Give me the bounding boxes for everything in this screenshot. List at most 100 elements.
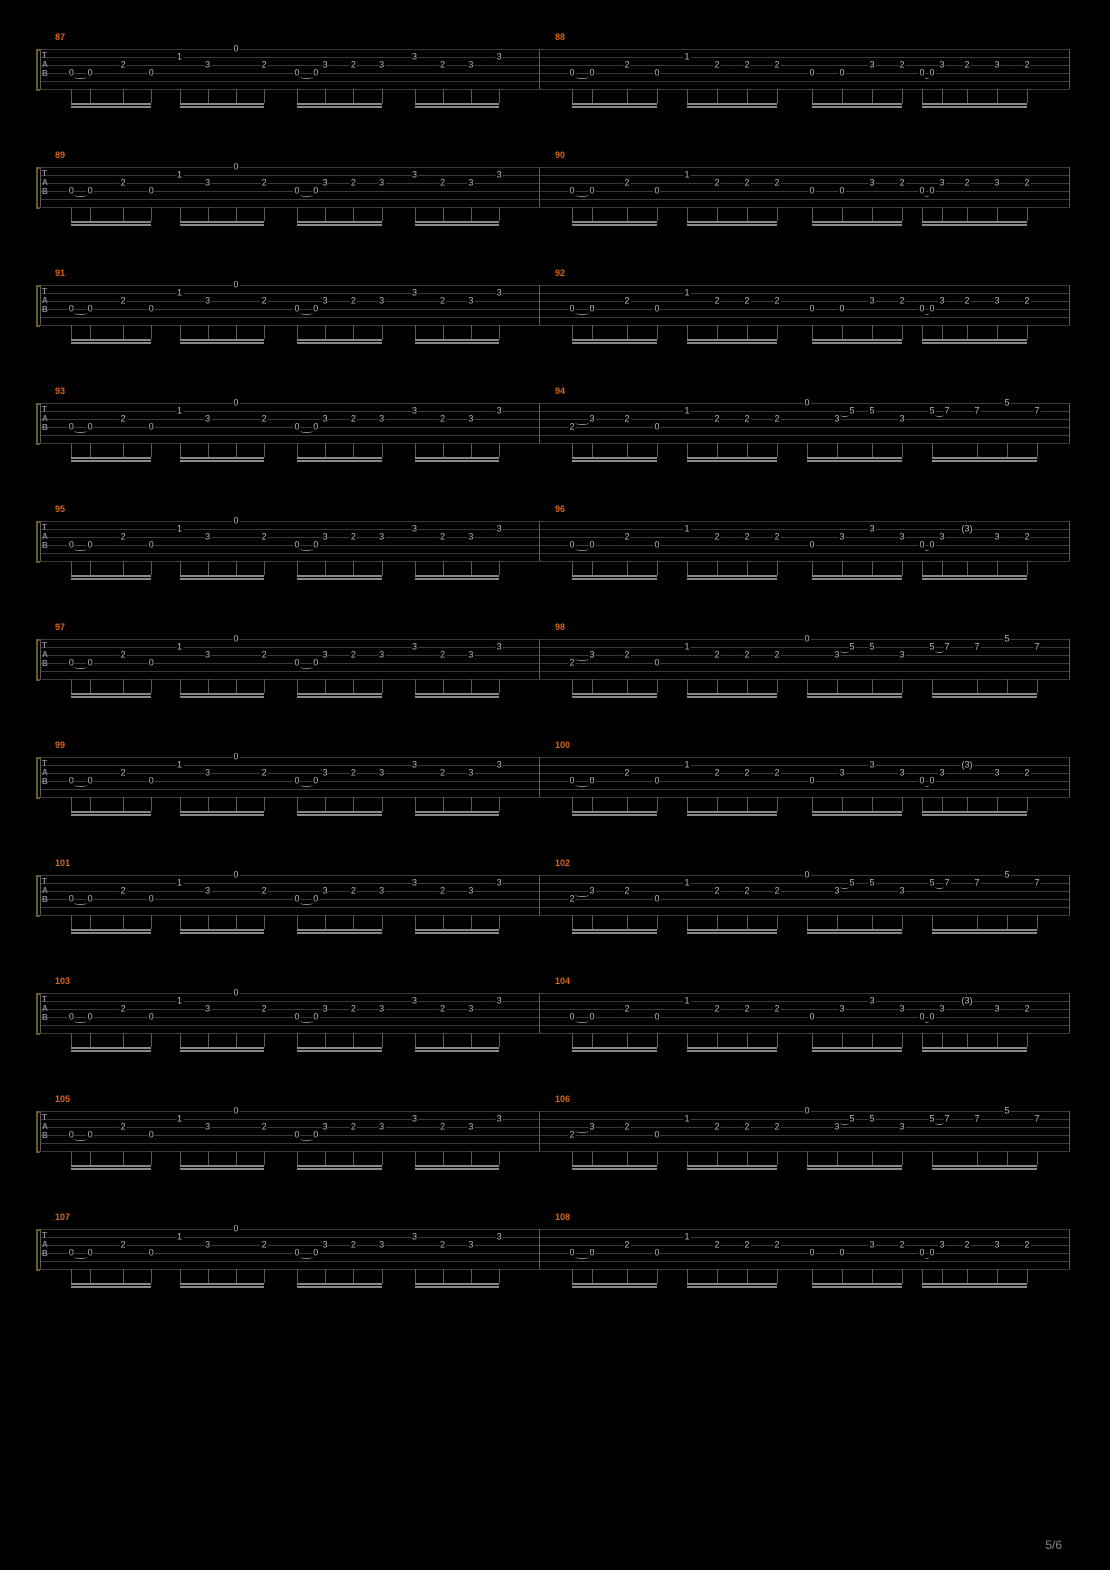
fret-number: 2 <box>773 61 780 70</box>
stem <box>471 1151 472 1165</box>
beam <box>297 696 382 698</box>
fret-number: 2 <box>120 651 127 660</box>
stem <box>264 561 265 575</box>
stem <box>123 325 124 339</box>
fret-number: 2 <box>743 1241 750 1250</box>
beam-layer <box>62 91 532 109</box>
stem <box>471 1269 472 1283</box>
fret-number: 3 <box>868 997 875 1006</box>
stem <box>687 207 688 221</box>
fret-number: 3 <box>467 415 474 424</box>
stem <box>657 1151 658 1165</box>
beam <box>687 1283 777 1285</box>
stem <box>236 915 237 929</box>
stem <box>264 325 265 339</box>
stem <box>443 915 444 929</box>
stem <box>1007 443 1008 457</box>
fret-number: 1 <box>683 1233 690 1242</box>
fret-number: 2 <box>439 61 446 70</box>
beam <box>180 696 265 698</box>
stem <box>415 1151 416 1165</box>
stem <box>151 561 152 575</box>
fret-number: 2 <box>261 769 268 778</box>
fret-number: 3 <box>467 1123 474 1132</box>
stem <box>499 325 500 339</box>
fret-number: 0 <box>928 187 935 196</box>
stem <box>657 1033 658 1047</box>
fret-number: 1 <box>683 53 690 62</box>
stem <box>967 207 968 221</box>
fret-number: 1 <box>683 407 690 416</box>
fret-number: 2 <box>261 297 268 306</box>
barline <box>1069 285 1070 325</box>
staff-row: 87TAB00201302003233233880020122200320032… <box>40 35 1070 105</box>
stem <box>90 89 91 103</box>
stem <box>922 207 923 221</box>
fret-number: 3 <box>204 887 211 896</box>
fret-number: 1 <box>683 761 690 770</box>
barline <box>40 639 41 679</box>
stem <box>747 679 748 693</box>
fret-number: 0 <box>312 305 319 314</box>
stem <box>499 1151 500 1165</box>
beam <box>922 814 1027 816</box>
stem <box>747 797 748 811</box>
beam-layer <box>562 327 1062 345</box>
beam <box>415 457 500 459</box>
fret-number: 3 <box>378 1241 385 1250</box>
stem <box>807 679 808 693</box>
fret-number: 2 <box>1023 297 1030 306</box>
beam <box>297 693 382 695</box>
beam <box>572 811 657 813</box>
stem <box>837 915 838 929</box>
fret-number: 2 <box>623 1005 630 1014</box>
beam <box>922 342 1027 344</box>
stem <box>777 797 778 811</box>
stem <box>1027 207 1028 221</box>
fret-number: 3 <box>496 289 503 298</box>
beam-layer <box>62 327 532 345</box>
fret-number: (3) <box>961 761 974 770</box>
stem <box>151 679 152 693</box>
stem <box>415 325 416 339</box>
fret-number: 2 <box>898 179 905 188</box>
fret-number: 3 <box>496 1233 503 1242</box>
fret-number: 0 <box>838 1249 845 1258</box>
fret-number: 1 <box>683 289 690 298</box>
stem <box>627 89 628 103</box>
fret-number: 2 <box>120 61 127 70</box>
beam <box>572 221 657 223</box>
fret-number: 2 <box>898 61 905 70</box>
fret-number: 0 <box>87 1013 94 1022</box>
beam <box>807 929 902 931</box>
stem <box>499 443 500 457</box>
stem <box>208 797 209 811</box>
barline <box>1069 639 1070 679</box>
stem <box>627 561 628 575</box>
stem <box>297 1269 298 1283</box>
fret-number: 3 <box>204 1123 211 1132</box>
beam <box>71 106 151 108</box>
stem <box>687 561 688 575</box>
stem <box>236 561 237 575</box>
stem <box>942 89 943 103</box>
fret-number: 2 <box>713 1005 720 1014</box>
stem <box>151 915 152 929</box>
fret-number: 1 <box>176 171 183 180</box>
beam <box>572 1165 657 1167</box>
stem <box>872 443 873 457</box>
stem <box>90 443 91 457</box>
fret-number: 1 <box>683 643 690 652</box>
beam-layer <box>62 1153 532 1171</box>
stem <box>777 915 778 929</box>
stem <box>208 915 209 929</box>
fret-number: 3 <box>411 1115 418 1124</box>
fret-number: 2 <box>261 1241 268 1250</box>
fret-number: 3 <box>467 533 474 542</box>
beam <box>180 103 265 105</box>
fret-number: 3 <box>378 887 385 896</box>
stem <box>151 1033 152 1047</box>
fret-number: 3 <box>411 997 418 1006</box>
beam <box>807 457 902 459</box>
stem <box>236 443 237 457</box>
